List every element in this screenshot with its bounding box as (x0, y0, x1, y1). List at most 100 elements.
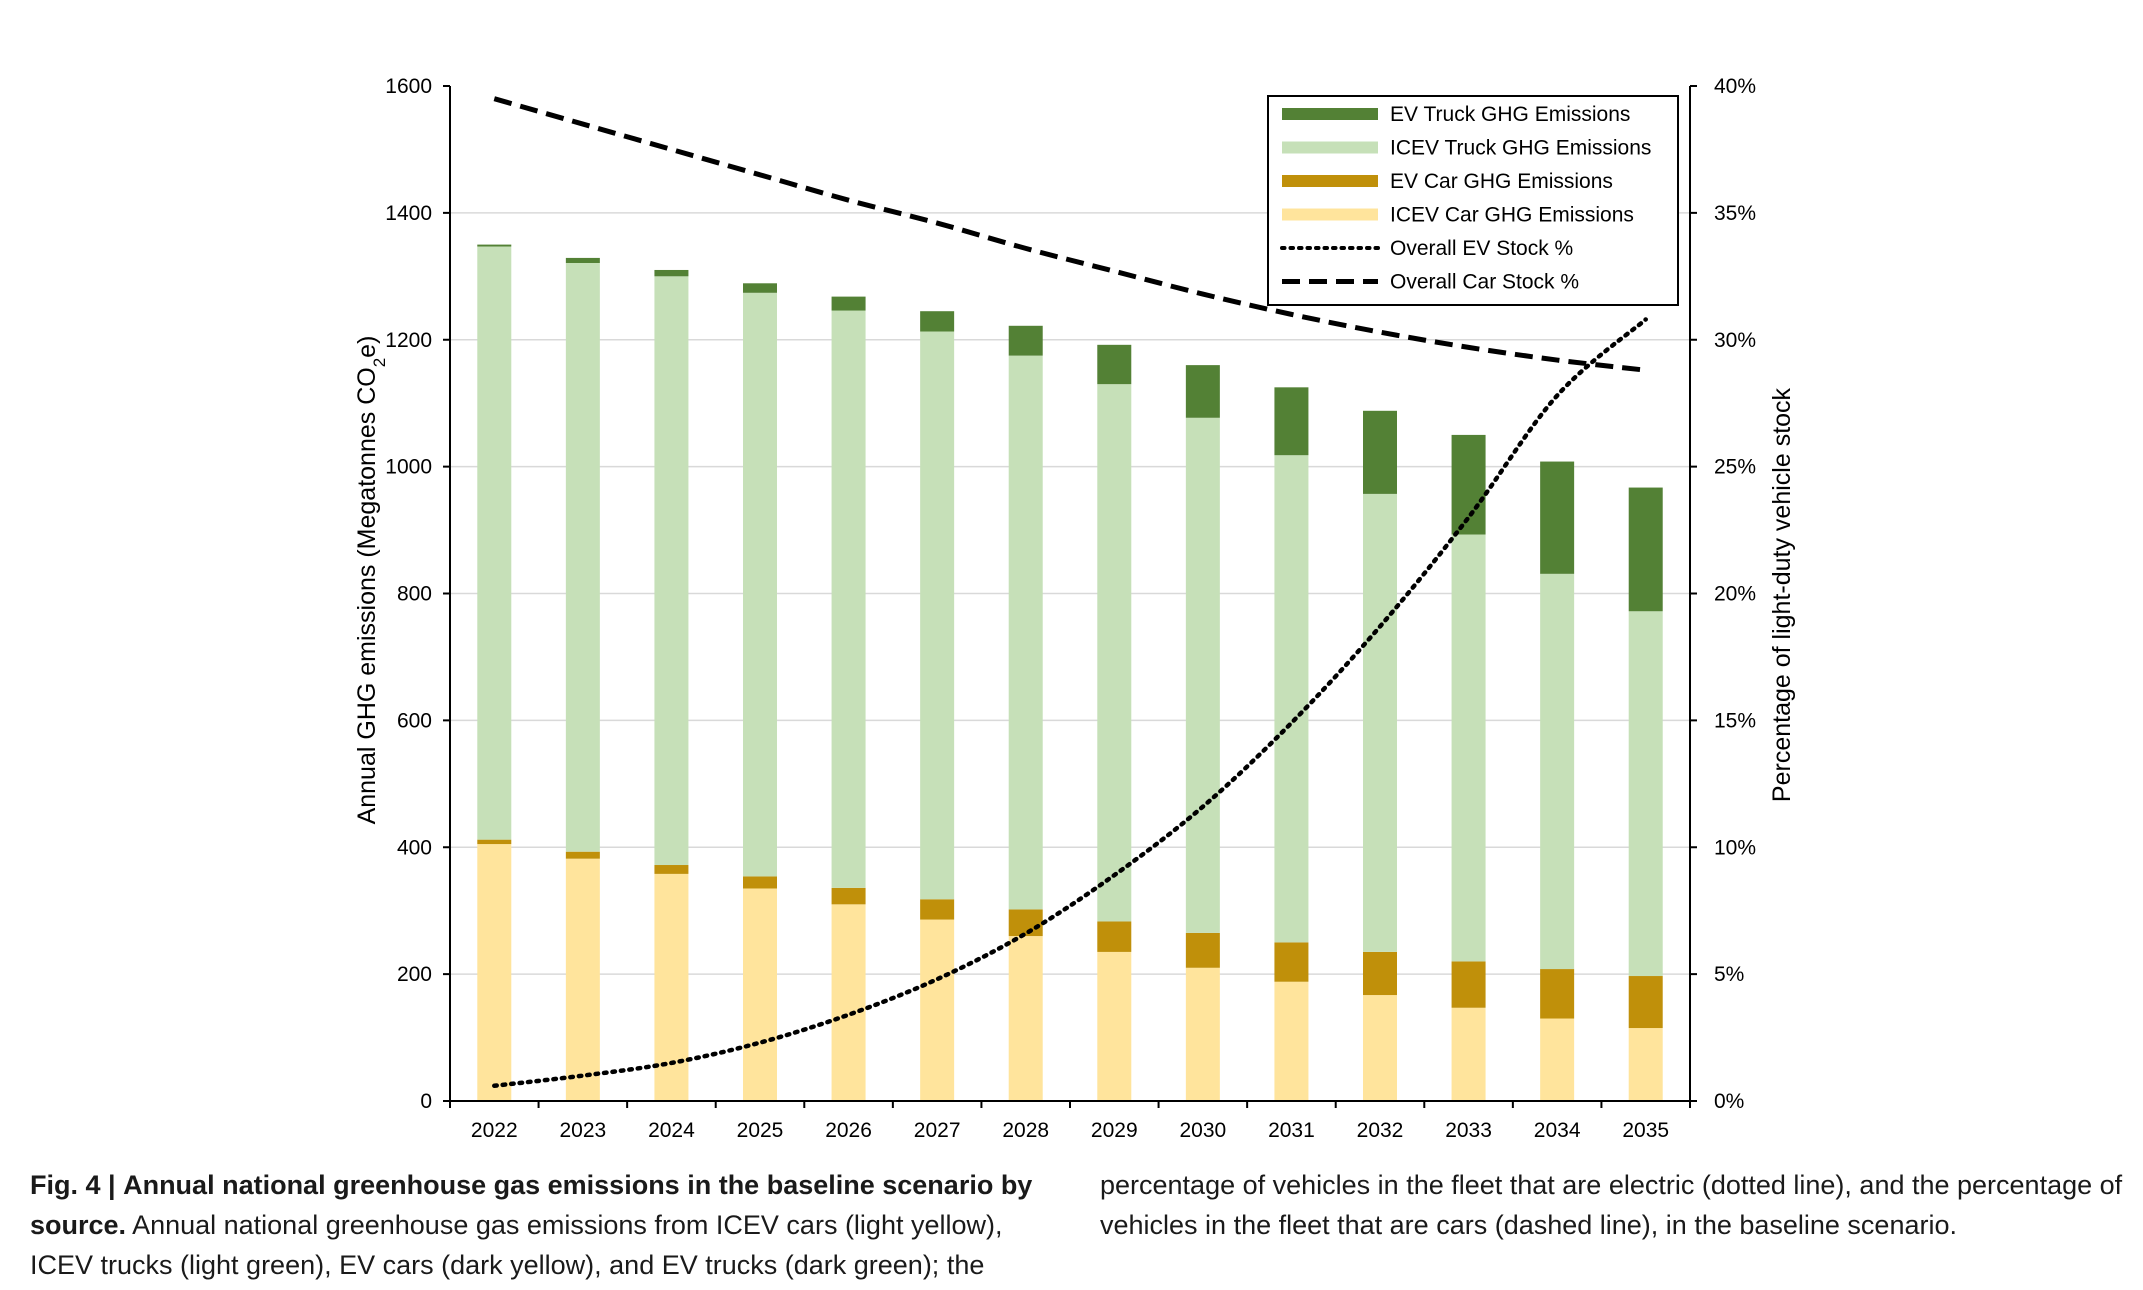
bar-ev-truck-ghg-emissions-2031 (1274, 387, 1309, 456)
y-tick-label: 800 (397, 583, 432, 606)
bar-icev-truck-ghg-emissions-2022 (477, 246, 512, 840)
chart: 0 200 400 600 800 1000 1200 1400 1600 0% 5% 10% 15%… (353, 75, 1796, 1142)
bar-ev-truck-ghg-emissions-2028 (1008, 325, 1043, 356)
y-axis-title: Annual GHG emissions (Megatonnes CO2e) (353, 336, 389, 825)
y2-tick-label: 40% (1714, 75, 1756, 98)
y2-tick-label: 5% (1714, 963, 1744, 986)
legend: EV Truck GHG Emissions ICEV Truck GHG Emi… (1267, 95, 1679, 306)
legend-label: ICEV Car GHG Emissions (1390, 204, 1634, 227)
y2-tick-label: 20% (1714, 583, 1756, 606)
legend-swatch (1282, 175, 1378, 187)
figure-caption-right: percentage of vehicles in the fleet that… (1100, 1165, 2130, 1245)
bar-icev-truck-ghg-emissions-2030 (1185, 417, 1220, 933)
bar-icev-truck-ghg-emissions-2025 (743, 292, 777, 877)
y2-tick-label: 10% (1714, 836, 1756, 859)
y2-tick-label: 25% (1714, 456, 1756, 479)
bar-ev-car-ghg-emissions-2027 (920, 899, 955, 920)
x-tick-label: 2035 (1622, 1119, 1669, 1142)
bar-ev-car-ghg-emissions-2030 (1185, 932, 1220, 968)
y-tick-label: 600 (397, 709, 432, 732)
x-tick-label: 2024 (648, 1119, 695, 1142)
y-tick-label: 1600 (385, 75, 432, 98)
y2-tick-label: 35% (1714, 202, 1756, 225)
bar-icev-truck-ghg-emissions-2026 (831, 310, 866, 888)
legend-label: ICEV Truck GHG Emissions (1390, 137, 1651, 160)
bar-ev-truck-ghg-emissions-2030 (1185, 365, 1220, 418)
bar-icev-car-ghg-emissions-2031 (1274, 981, 1309, 1101)
axes (443, 85, 1697, 1108)
bar-ev-car-ghg-emissions-2024 (654, 865, 689, 874)
bar-icev-car-ghg-emissions-2024 (654, 873, 689, 1101)
bar-ev-truck-ghg-emissions-2032 (1363, 410, 1397, 494)
bar-icev-truck-ghg-emissions-2031 (1274, 455, 1309, 943)
bar-icev-car-ghg-emissions-2029 (1097, 951, 1132, 1101)
trend-lines (492, 96, 1648, 1089)
bar-ev-truck-ghg-emissions-2029 (1097, 344, 1132, 385)
legend-swatch (1282, 141, 1378, 154)
legend-label: Overall EV Stock % (1390, 237, 1573, 260)
bar-ev-truck-ghg-emissions-2034 (1540, 461, 1575, 574)
bar-ev-truck-ghg-emissions-2025 (743, 283, 777, 293)
x-tick-label: 2031 (1268, 1119, 1315, 1142)
x-tick-label: 2026 (825, 1119, 872, 1142)
y-tick-label: 1200 (385, 329, 432, 352)
bar-icev-truck-ghg-emissions-2035 (1628, 611, 1663, 977)
bar-ev-car-ghg-emissions-2034 (1540, 969, 1575, 1019)
bar-ev-car-ghg-emissions-2032 (1363, 951, 1397, 996)
x-tick-label: 2034 (1534, 1119, 1581, 1142)
bar-ev-car-ghg-emissions-2029 (1097, 921, 1132, 952)
bar-ev-car-ghg-emissions-2035 (1628, 976, 1663, 1029)
x-tick-label: 2032 (1357, 1119, 1404, 1142)
bar-ev-car-ghg-emissions-2025 (743, 876, 777, 889)
bar-icev-truck-ghg-emissions-2034 (1540, 573, 1575, 970)
bar-ev-truck-ghg-emissions-2023 (565, 257, 600, 263)
bar-icev-car-ghg-emissions-2027 (920, 919, 955, 1101)
y-tick-label: 1400 (385, 202, 432, 225)
bar-icev-truck-ghg-emissions-2027 (920, 331, 955, 900)
bar-icev-truck-ghg-emissions-2033 (1451, 534, 1486, 962)
y-tick-label: 1000 (385, 456, 432, 479)
bar-icev-truck-ghg-emissions-2029 (1097, 384, 1132, 922)
line-overall-car-stock- (493, 96, 1646, 373)
y2-tick-labels: 0% 5% 10% 15% 20% 25% 30% 35% 40% (1714, 75, 1756, 1113)
x-tick-label: 2029 (1091, 1119, 1138, 1142)
y2-tick-label: 0% (1714, 1090, 1744, 1113)
legend-label: EV Car GHG Emissions (1390, 170, 1613, 193)
bar-icev-truck-ghg-emissions-2023 (565, 262, 600, 852)
bar-ev-truck-ghg-emissions-2024 (654, 269, 689, 277)
bar-ev-car-ghg-emissions-2023 (565, 851, 600, 859)
bar-ev-car-ghg-emissions-2031 (1274, 942, 1309, 982)
bar-ev-truck-ghg-emissions-2022 (477, 244, 512, 247)
bar-ev-car-ghg-emissions-2033 (1451, 961, 1486, 1008)
bar-icev-car-ghg-emissions-2032 (1363, 995, 1397, 1101)
y-tick-label: 400 (397, 836, 432, 859)
legend-swatch (1282, 208, 1378, 221)
figure-label: Fig. 4 | (30, 1170, 116, 1200)
bar-icev-truck-ghg-emissions-2024 (654, 276, 689, 866)
y2-axis-title: Percentage of light-duty vehicle stock (1768, 387, 1796, 802)
bar-icev-car-ghg-emissions-2034 (1540, 1018, 1575, 1101)
figure-caption-left: Fig. 4 | Annual national greenhouse gas … (30, 1165, 1070, 1285)
x-tick-labels: 2022 2023 2024 2025 2026 2027 2028 2029 2030 2031… (471, 1119, 1669, 1142)
gridlines (450, 212, 1690, 975)
y2-tick-label: 15% (1714, 709, 1756, 732)
bar-ev-car-ghg-emissions-2022 (477, 839, 512, 845)
x-tick-label: 2028 (1002, 1119, 1049, 1142)
x-tick-label: 2025 (737, 1119, 784, 1142)
x-tick-label: 2033 (1445, 1119, 1492, 1142)
bar-icev-car-ghg-emissions-2028 (1008, 936, 1043, 1101)
bar-ev-truck-ghg-emissions-2035 (1628, 487, 1663, 612)
x-tick-label: 2023 (559, 1119, 606, 1142)
bar-icev-truck-ghg-emissions-2032 (1363, 493, 1397, 952)
line-overall-ev-stock- (492, 317, 1648, 1089)
figure-title: Annual national greenhouse gas emissions… (30, 1170, 1033, 1240)
legend-label: EV Truck GHG Emissions (1390, 103, 1630, 126)
legend-swatch (1282, 108, 1378, 120)
legend-box (1267, 95, 1679, 306)
bar-ev-truck-ghg-emissions-2027 (920, 311, 955, 332)
x-tick-label: 2030 (1179, 1119, 1226, 1142)
bar-icev-car-ghg-emissions-2026 (831, 904, 866, 1101)
caption-text-left: Annual national greenhouse gas emissions… (30, 1210, 1003, 1280)
bar-icev-car-ghg-emissions-2030 (1185, 967, 1220, 1101)
y-tick-label: 200 (397, 963, 432, 986)
